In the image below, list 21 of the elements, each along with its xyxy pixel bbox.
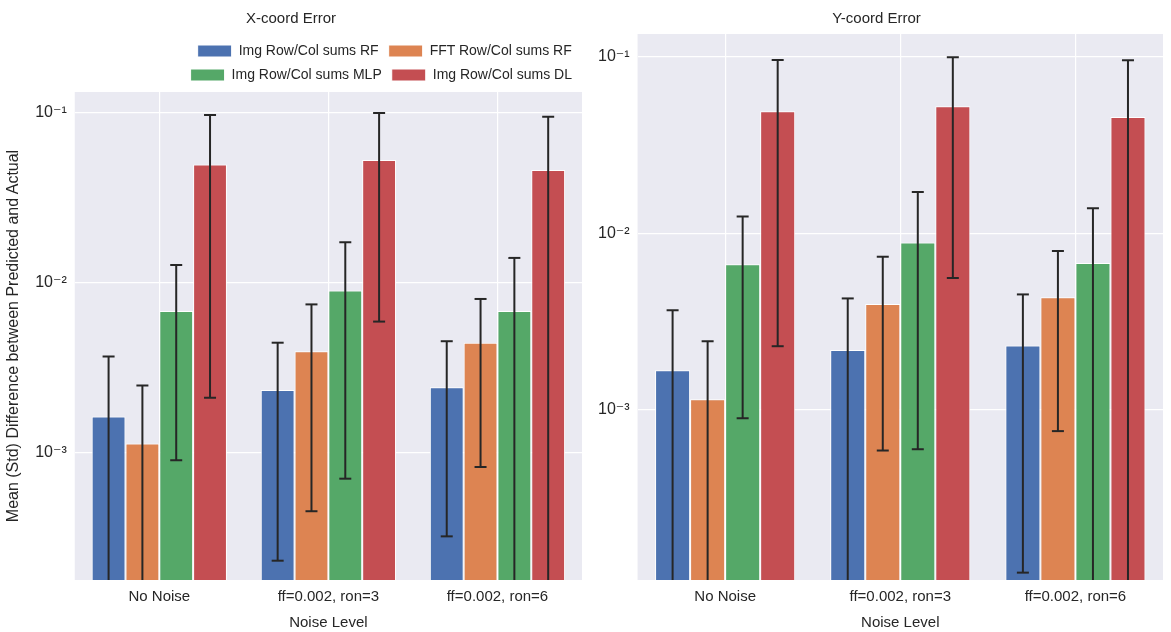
y-tick-label: 10⁻² (35, 273, 68, 291)
legend-label: Img Row/Col sums RF (238, 41, 379, 58)
x-tick-label: ff=0.002, ron=6 (1024, 587, 1127, 605)
x-tick-label: No Noise (128, 587, 191, 605)
chart-title: X-coord Error (245, 9, 337, 27)
y-tick-label: 10⁻² (597, 223, 631, 241)
y-tick-label: 10⁻¹ (35, 103, 67, 121)
y-tick-label: 10⁻¹ (597, 47, 630, 65)
legend-label: Img Row/Col sums MLP (231, 65, 382, 82)
y-tick-label: 10⁻³ (35, 442, 68, 460)
x-axis-title: Noise Level (861, 613, 940, 631)
y-axis-title: Mean (Std) Difference between Predicted and Actual (4, 149, 22, 523)
x-axis-title: Noise Level (289, 613, 368, 631)
legend-label: Img Row/Col sums DL (432, 65, 573, 82)
x-tick-label: ff=0.002, ron=6 (446, 587, 549, 605)
chart-title: Y-coord Error (832, 9, 921, 27)
y-tick-label: 10⁻³ (597, 400, 631, 418)
x-tick-label: ff=0.002, ron=3 (277, 587, 380, 605)
x-tick-label: ff=0.002, ron=3 (849, 587, 952, 605)
legend-label: FFT Row/Col sums RF (429, 41, 572, 58)
x-tick-label: No Noise (694, 587, 756, 605)
